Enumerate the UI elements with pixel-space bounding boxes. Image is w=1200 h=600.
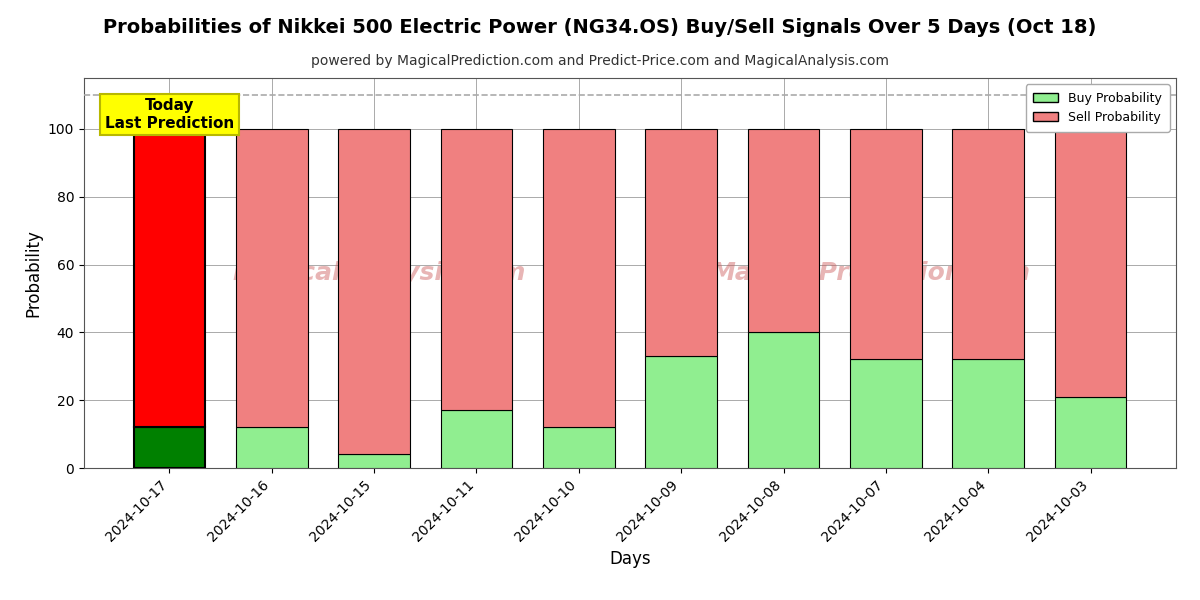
Bar — [850, 359, 922, 468]
Text: MagicalAnalysis.com: MagicalAnalysis.com — [232, 261, 526, 285]
Bar — [133, 129, 205, 427]
Bar — [544, 427, 614, 468]
Bar — [953, 129, 1024, 359]
Text: Today
Last Prediction: Today Last Prediction — [104, 98, 234, 131]
Bar — [748, 332, 820, 468]
Bar — [338, 129, 410, 454]
Bar — [133, 427, 205, 468]
Bar — [440, 410, 512, 468]
Bar — [236, 427, 307, 468]
Text: MagicalPrediction.com: MagicalPrediction.com — [710, 261, 1031, 285]
Text: Probabilities of Nikkei 500 Electric Power (NG34.OS) Buy/Sell Signals Over 5 Day: Probabilities of Nikkei 500 Electric Pow… — [103, 18, 1097, 37]
Bar — [850, 129, 922, 359]
Bar — [646, 129, 716, 356]
Bar — [338, 454, 410, 468]
Legend: Buy Probability, Sell Probability: Buy Probability, Sell Probability — [1026, 84, 1170, 131]
Bar — [440, 129, 512, 410]
Bar — [544, 129, 614, 427]
Bar — [748, 129, 820, 332]
Text: powered by MagicalPrediction.com and Predict-Price.com and MagicalAnalysis.com: powered by MagicalPrediction.com and Pre… — [311, 54, 889, 68]
Bar — [1055, 129, 1127, 397]
Bar — [953, 359, 1024, 468]
Bar — [646, 356, 716, 468]
Y-axis label: Probability: Probability — [24, 229, 42, 317]
Bar — [236, 129, 307, 427]
X-axis label: Days: Days — [610, 550, 650, 568]
Bar — [1055, 397, 1127, 468]
